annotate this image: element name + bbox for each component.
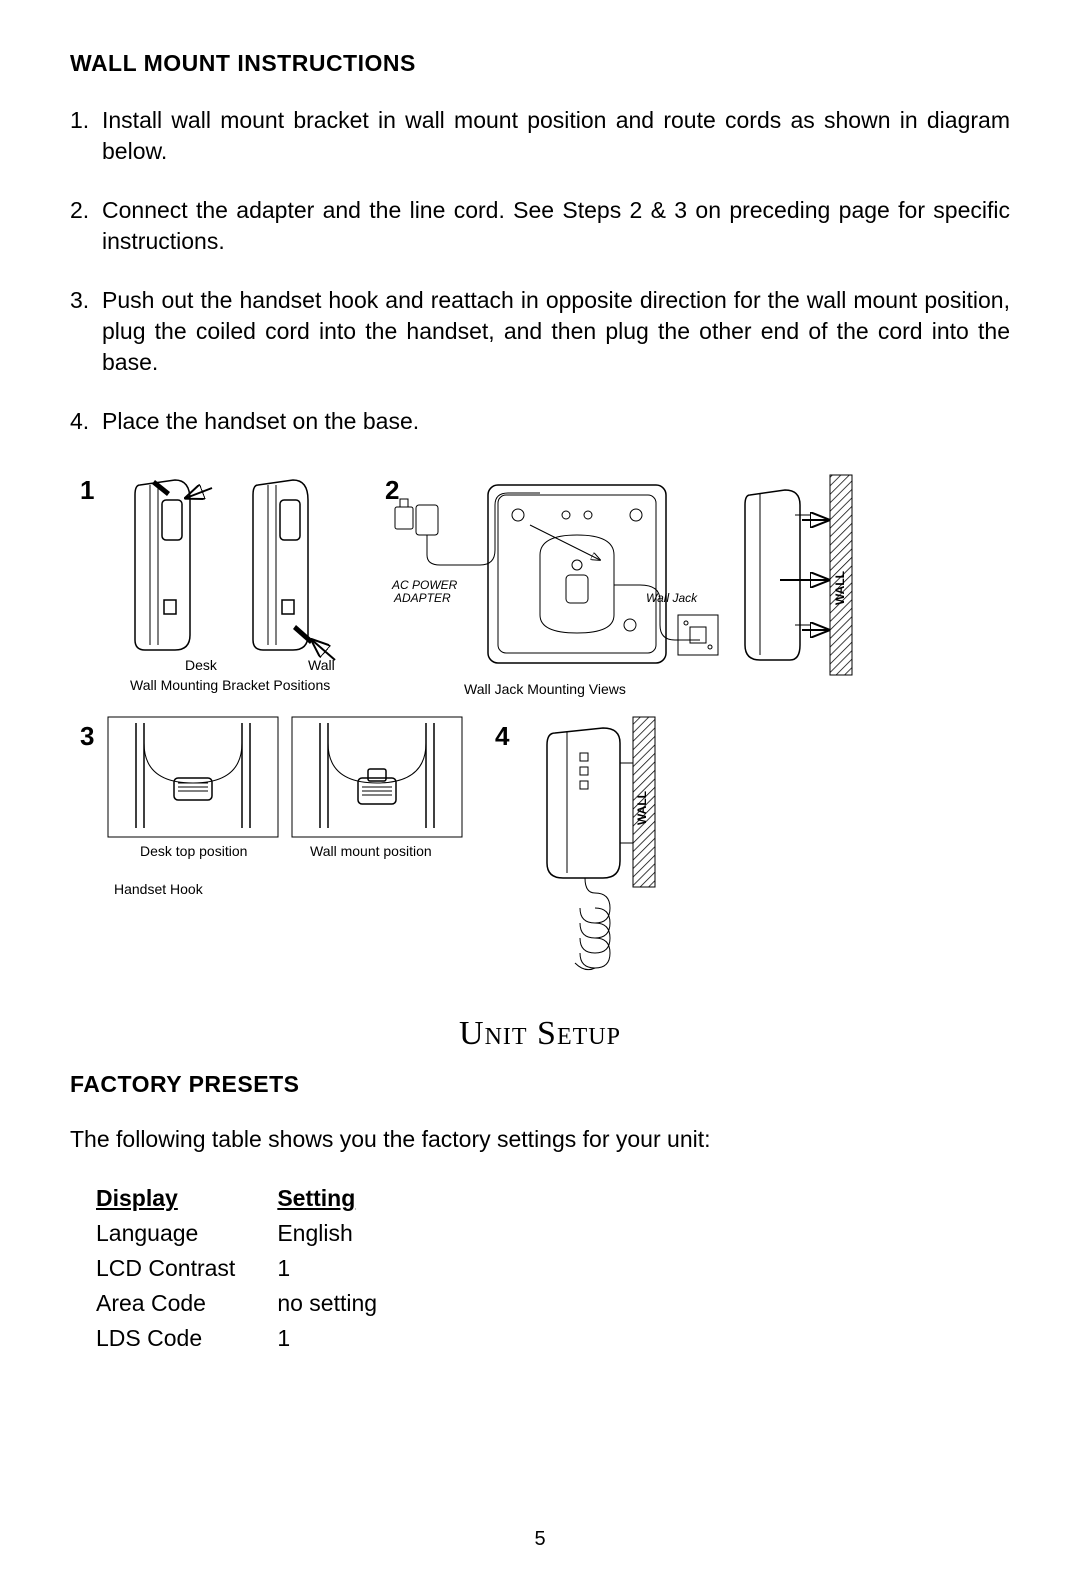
table-cell: English bbox=[277, 1220, 417, 1253]
table-header-display: Display bbox=[96, 1185, 275, 1218]
label-wall-jack: Wall Jack bbox=[646, 591, 697, 605]
instruction-list: Install wall mount bracket in wall mount… bbox=[70, 105, 1010, 437]
factory-presets-heading: FACTORY PRESETS bbox=[70, 1071, 1010, 1098]
factory-intro: The following table shows you the factor… bbox=[70, 1126, 1010, 1153]
instruction-step: Place the handset on the base. bbox=[70, 406, 1010, 437]
table-cell: Area Code bbox=[96, 1290, 275, 1323]
label-wall-side-1: WALL bbox=[833, 571, 847, 605]
instruction-step: Install wall mount bracket in wall mount… bbox=[70, 105, 1010, 167]
table-cell: Language bbox=[96, 1220, 275, 1253]
label-handset-hook: Handset Hook bbox=[114, 881, 203, 897]
table-cell: 1 bbox=[277, 1325, 417, 1358]
unit-setup-title: Unit Setup bbox=[70, 1015, 1010, 1053]
table-cell: LCD Contrast bbox=[96, 1255, 275, 1288]
page-number: 5 bbox=[534, 1528, 545, 1551]
instruction-step: Connect the adapter and the line cord. S… bbox=[70, 195, 1010, 257]
panel-number-4: 4 bbox=[495, 721, 509, 752]
label-desk-pos: Desk top position bbox=[140, 843, 247, 859]
panel-number-3: 3 bbox=[80, 721, 94, 752]
table-cell: 1 bbox=[277, 1255, 417, 1288]
table-cell: LDS Code bbox=[96, 1325, 275, 1358]
table-header-setting: Setting bbox=[277, 1185, 417, 1218]
label-wall-pos: Wall mount position bbox=[310, 843, 432, 859]
factory-settings-table: Display Setting Language English LCD Con… bbox=[94, 1183, 419, 1360]
label-adapter: ADAPTER bbox=[394, 591, 451, 605]
table-row: LDS Code 1 bbox=[96, 1325, 417, 1358]
table-row: Language English bbox=[96, 1220, 417, 1253]
instruction-step: Push out the handset hook and reattach i… bbox=[70, 285, 1010, 378]
panel-number-1: 1 bbox=[80, 475, 94, 506]
wall-mount-heading: WALL MOUNT INSTRUCTIONS bbox=[70, 50, 1010, 77]
table-row: LCD Contrast 1 bbox=[96, 1255, 417, 1288]
label-bracket-caption: Wall Mounting Bracket Positions bbox=[130, 677, 330, 693]
label-wall: Wall bbox=[308, 657, 335, 673]
table-row: Area Code no setting bbox=[96, 1290, 417, 1323]
label-jack-caption: Wall Jack Mounting Views bbox=[464, 681, 626, 697]
table-cell: no setting bbox=[277, 1290, 417, 1323]
label-desk: Desk bbox=[185, 657, 217, 673]
panel4-diagram bbox=[525, 713, 745, 993]
panel1-diagram bbox=[120, 470, 370, 685]
label-wall-side-2: WALL bbox=[635, 791, 649, 825]
diagram-area: 1 Desk Wall Wall Mounting Bracket Po bbox=[70, 465, 1010, 1005]
label-ac-power: AC POWER bbox=[392, 578, 457, 592]
